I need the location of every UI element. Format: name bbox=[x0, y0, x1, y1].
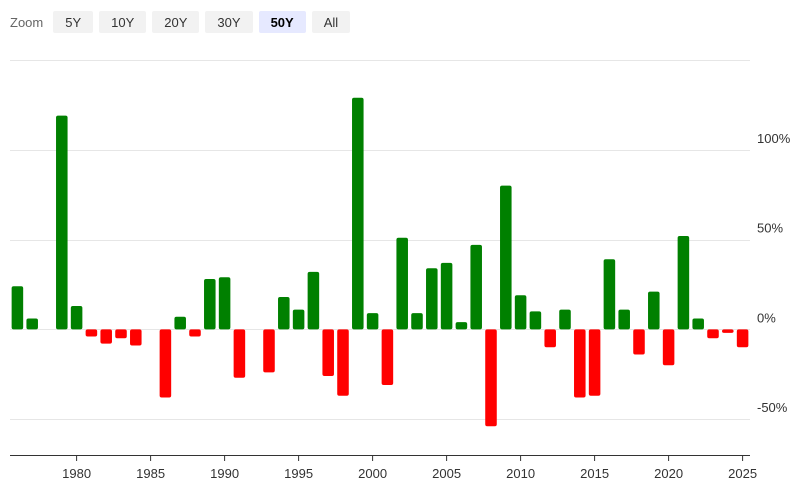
zoom-bar: Zoom 5Y 10Y 20Y 30Y 50Y All bbox=[10, 10, 351, 34]
bar-2008[interactable] bbox=[485, 329, 497, 427]
zoom-20y-button[interactable]: 20Y bbox=[152, 11, 200, 33]
bar-1990[interactable] bbox=[218, 277, 231, 330]
bar-2010[interactable] bbox=[514, 295, 527, 330]
zoom-50y-button[interactable]: 50Y bbox=[258, 11, 306, 33]
bar-2012[interactable] bbox=[544, 329, 556, 348]
bar-1987[interactable] bbox=[174, 316, 186, 330]
bar-1991[interactable] bbox=[233, 329, 246, 378]
x-tick-label: 2025 bbox=[728, 466, 757, 481]
bar-2014[interactable] bbox=[574, 329, 586, 398]
x-tick-label: 2020 bbox=[654, 466, 683, 481]
y-tick-label: 0% bbox=[757, 310, 776, 325]
zoom-30y-button[interactable]: 30Y bbox=[205, 11, 253, 33]
x-tick-label: 2010 bbox=[506, 466, 535, 481]
bar-2005[interactable] bbox=[440, 262, 453, 330]
bar-1984[interactable] bbox=[130, 329, 142, 346]
bar-2023[interactable] bbox=[707, 329, 719, 339]
bar-2006[interactable] bbox=[455, 322, 468, 330]
bar-2000[interactable] bbox=[366, 313, 379, 330]
bar-2025[interactable] bbox=[736, 329, 749, 348]
y-tick-label: 100% bbox=[757, 131, 791, 146]
bar-2018[interactable] bbox=[633, 329, 645, 355]
axis-layer: -50% 0% 50% 100% 1980 1985 1990 1995 2000 2005 201… bbox=[10, 131, 791, 481]
bar-1993[interactable] bbox=[263, 329, 275, 373]
zoom-5y-button[interactable]: 5Y bbox=[53, 11, 94, 33]
bar-1980[interactable] bbox=[70, 305, 83, 330]
zoom-label: Zoom bbox=[10, 14, 44, 30]
bar-1976[interactable] bbox=[11, 286, 24, 330]
bar-1981[interactable] bbox=[85, 329, 98, 337]
x-tick-label: 2005 bbox=[432, 466, 461, 481]
bar-1982[interactable] bbox=[100, 329, 112, 344]
y-tick-label: -50% bbox=[757, 400, 788, 415]
bar-1989[interactable] bbox=[204, 279, 216, 330]
bar-2004[interactable] bbox=[426, 268, 438, 330]
x-tick-label: 2000 bbox=[358, 466, 387, 481]
bar-1977[interactable] bbox=[26, 318, 38, 330]
bar-2017[interactable] bbox=[618, 309, 630, 330]
x-tick-label: 1990 bbox=[210, 466, 239, 481]
bar-2013[interactable] bbox=[559, 309, 571, 330]
bar-1979[interactable] bbox=[56, 115, 68, 330]
bar-2003[interactable] bbox=[411, 313, 423, 330]
bar-2024[interactable] bbox=[722, 329, 734, 333]
bar-2009[interactable] bbox=[500, 185, 512, 330]
zoom-all-button[interactable]: All bbox=[311, 11, 351, 33]
bar-2007[interactable] bbox=[470, 244, 482, 330]
zoom-10y-button[interactable]: 10Y bbox=[99, 11, 147, 33]
x-tick-label: 1980 bbox=[62, 466, 91, 481]
x-tick-label: 2015 bbox=[580, 466, 609, 481]
bar-2016[interactable] bbox=[603, 259, 616, 330]
bar-2019[interactable] bbox=[648, 291, 660, 330]
bar-1996[interactable] bbox=[307, 271, 320, 330]
bar-2020[interactable] bbox=[662, 329, 675, 366]
x-tick-label: 1985 bbox=[136, 466, 165, 481]
bar-2011[interactable] bbox=[529, 311, 542, 330]
bar-2022[interactable] bbox=[692, 318, 704, 330]
bar-2021[interactable] bbox=[677, 235, 690, 330]
y-tick-label: 50% bbox=[757, 221, 783, 236]
bar-1994[interactable] bbox=[278, 297, 290, 330]
bar-2002[interactable] bbox=[396, 237, 408, 330]
bar-1998[interactable] bbox=[337, 329, 349, 396]
bar-1997[interactable] bbox=[322, 329, 334, 376]
bar-2001[interactable] bbox=[381, 329, 394, 385]
bar-1986[interactable] bbox=[159, 329, 172, 398]
x-tick-label: 1995 bbox=[284, 466, 313, 481]
bars-layer bbox=[11, 97, 749, 427]
bar-1983[interactable] bbox=[115, 329, 127, 339]
bar-1988[interactable] bbox=[189, 329, 201, 337]
bar-1999[interactable] bbox=[352, 97, 364, 330]
bar-1995[interactable] bbox=[292, 309, 305, 330]
bar-2015[interactable] bbox=[588, 329, 601, 396]
grid-layer bbox=[10, 60, 750, 420]
